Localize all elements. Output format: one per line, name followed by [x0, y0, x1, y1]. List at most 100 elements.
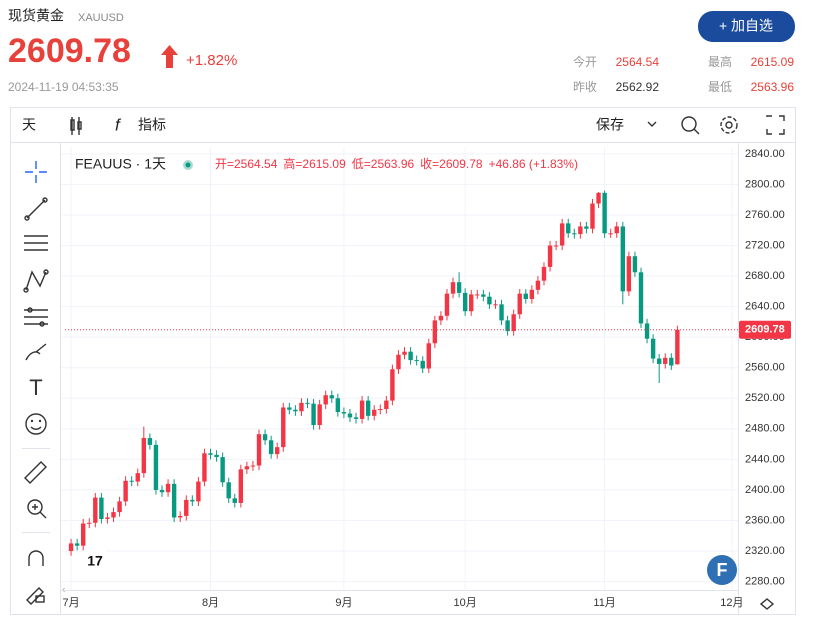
candle-body	[656, 358, 662, 364]
price-label-box	[739, 320, 791, 339]
up-arrow	[161, 45, 178, 68]
candle-body	[111, 512, 116, 518]
svg-text:17: 17	[87, 553, 103, 569]
price-label: 2609.78	[745, 324, 785, 336]
reset-icon[interactable]	[759, 598, 775, 610]
candle-body	[74, 543, 80, 546]
fx-icon[interactable]: f	[115, 115, 122, 134]
y-tick-label: 2520.00	[745, 392, 785, 404]
y-tick-label: 2440.00	[745, 453, 785, 465]
candle-body	[584, 226, 589, 229]
candle-body	[80, 523, 86, 546]
y-tick-label: 2480.00	[745, 423, 785, 435]
candle-body	[311, 403, 316, 426]
legend-item: 高=2615.09	[283, 156, 346, 171]
timestamp: 2024-11-19 04:53:35	[8, 80, 119, 94]
candle-body	[402, 351, 407, 355]
candle-body	[493, 304, 498, 306]
ruler-tool[interactable]	[24, 461, 47, 484]
tv-logo: 17	[80, 546, 110, 576]
candle-body	[244, 466, 250, 470]
candle-body	[620, 226, 626, 292]
candle-body	[499, 304, 504, 321]
candle-body	[469, 294, 474, 312]
candle-body	[335, 398, 341, 413]
interval-button[interactable]: 天	[22, 117, 36, 133]
candle-body	[208, 453, 213, 455]
candle-body	[675, 329, 680, 365]
candle-body	[268, 440, 274, 455]
crosshair-tool[interactable]	[25, 161, 47, 183]
stat-label: 最低	[708, 80, 732, 94]
stat-label: 最高	[708, 54, 732, 69]
candle-body	[390, 369, 395, 401]
candle-body	[68, 543, 74, 552]
candle-body	[220, 457, 225, 483]
candle-body	[99, 497, 104, 519]
candle-body	[444, 293, 450, 316]
candle-body	[378, 408, 383, 410]
text-tool[interactable]: T	[29, 375, 42, 400]
candle-body	[632, 256, 638, 273]
candle-body	[256, 434, 262, 466]
candle-body	[396, 354, 401, 370]
add-watchlist-button[interactable]	[698, 11, 795, 42]
y-tick-label: 2840.00	[745, 148, 785, 160]
candle-body	[238, 469, 244, 503]
x-tick-label: 12月	[720, 597, 743, 609]
candle-body	[353, 417, 359, 419]
emoji-tool[interactable]	[25, 413, 47, 435]
indicators-button[interactable]: 指标	[138, 117, 166, 133]
candle-body	[177, 515, 183, 518]
candle-body	[408, 351, 413, 361]
x-tick-label: 10月	[454, 597, 477, 609]
save-button[interactable]: 保存	[596, 117, 624, 133]
zoom-tool[interactable]	[27, 499, 47, 519]
x-tick-label: 11月	[593, 597, 615, 609]
candle-body	[505, 320, 510, 332]
candle-body	[293, 409, 298, 412]
stat-value: 2615.09	[751, 55, 795, 69]
candle-body	[305, 402, 310, 404]
forecast-tool[interactable]	[24, 307, 48, 327]
candle-body	[281, 407, 286, 448]
candle-body	[432, 320, 438, 344]
candle-body	[214, 454, 219, 458]
candle-body	[129, 480, 134, 482]
brush-tool[interactable]	[25, 343, 47, 361]
symbol: XAUUSD	[78, 12, 124, 24]
settings-icon[interactable]	[720, 116, 738, 134]
candle-body	[553, 245, 559, 247]
save-dropdown[interactable]	[647, 121, 657, 127]
candle-type-icon[interactable]	[70, 117, 82, 135]
candle-body	[541, 266, 547, 281]
candle-body	[529, 289, 535, 299]
x-tick-label: 9月	[335, 597, 352, 609]
candle-body	[414, 360, 419, 362]
candle-body	[105, 517, 110, 519]
candle-body	[359, 400, 365, 419]
fullscreen-icon[interactable]	[766, 115, 785, 135]
candle-body	[87, 522, 92, 524]
candle-body	[287, 407, 292, 410]
alert-icon[interactable]	[681, 116, 700, 135]
fib-tool[interactable]	[24, 235, 48, 251]
x-tick-label: 8月	[202, 597, 219, 609]
candle-body	[608, 233, 613, 235]
line-tool[interactable]	[24, 197, 48, 221]
add-watchlist-label[interactable]: + 加自选	[719, 18, 773, 34]
candle-body	[566, 223, 571, 234]
candle-body	[420, 360, 425, 369]
pattern-tool[interactable]	[23, 269, 49, 293]
candle-body	[511, 314, 516, 332]
candle-body	[323, 395, 328, 405]
candle-body	[202, 453, 207, 482]
brand-logo: F	[707, 555, 737, 585]
candle-body	[487, 296, 492, 305]
magnet-tool[interactable]	[28, 550, 44, 566]
stat-value: 2562.92	[616, 80, 660, 94]
candle-body	[638, 272, 644, 324]
lock-tool[interactable]	[26, 587, 45, 605]
candle-body	[650, 338, 656, 359]
